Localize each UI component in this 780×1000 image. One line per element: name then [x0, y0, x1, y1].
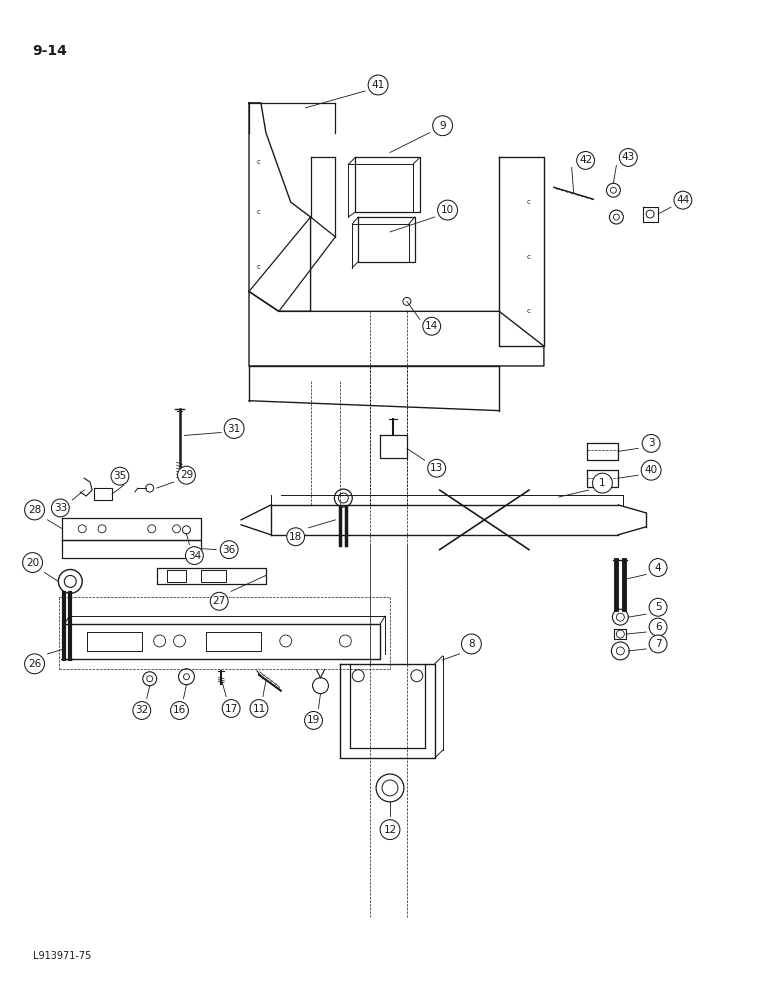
Text: 1: 1	[599, 478, 606, 488]
Text: 9-14: 9-14	[33, 44, 67, 58]
Circle shape	[111, 467, 129, 485]
Circle shape	[133, 702, 151, 719]
Text: 17: 17	[225, 704, 238, 714]
Circle shape	[649, 598, 667, 616]
Text: 29: 29	[180, 470, 193, 480]
Text: 5: 5	[654, 602, 661, 612]
Circle shape	[51, 499, 69, 517]
Text: 19: 19	[307, 715, 320, 725]
Text: 12: 12	[384, 825, 396, 835]
Circle shape	[25, 654, 44, 674]
Circle shape	[649, 635, 667, 653]
Circle shape	[154, 635, 165, 647]
Text: 11: 11	[252, 704, 265, 714]
Circle shape	[224, 419, 244, 438]
Text: 7: 7	[654, 639, 661, 649]
Circle shape	[433, 116, 452, 136]
Text: 4: 4	[654, 563, 661, 573]
Text: 34: 34	[188, 551, 201, 561]
Circle shape	[250, 700, 268, 717]
Circle shape	[211, 592, 229, 610]
Text: 42: 42	[579, 155, 592, 165]
Circle shape	[305, 711, 322, 729]
Circle shape	[619, 149, 637, 166]
Circle shape	[174, 635, 186, 647]
Text: c: c	[257, 209, 261, 215]
Text: 18: 18	[289, 532, 303, 542]
Text: 10: 10	[441, 205, 454, 215]
Text: 20: 20	[26, 558, 39, 568]
Text: c: c	[527, 254, 531, 260]
Text: 14: 14	[425, 321, 438, 331]
Text: 33: 33	[54, 503, 67, 513]
Circle shape	[339, 635, 351, 647]
Circle shape	[280, 635, 292, 647]
Text: 35: 35	[113, 471, 126, 481]
Text: c: c	[527, 308, 531, 314]
Text: 28: 28	[28, 505, 41, 515]
Text: 13: 13	[430, 463, 443, 473]
Text: 31: 31	[228, 424, 241, 434]
Text: 27: 27	[213, 596, 226, 606]
Text: 43: 43	[622, 152, 635, 162]
Text: 40: 40	[644, 465, 658, 475]
Circle shape	[186, 547, 204, 565]
Text: 3: 3	[648, 438, 654, 448]
Text: 44: 44	[676, 195, 690, 205]
Circle shape	[222, 700, 240, 717]
Text: 16: 16	[173, 705, 186, 715]
Text: 8: 8	[468, 639, 475, 649]
Circle shape	[593, 473, 612, 493]
Circle shape	[178, 466, 196, 484]
Text: 36: 36	[222, 545, 236, 555]
Circle shape	[423, 317, 441, 335]
Circle shape	[462, 634, 481, 654]
Circle shape	[25, 500, 44, 520]
Circle shape	[147, 525, 156, 533]
Circle shape	[576, 151, 594, 169]
Circle shape	[674, 191, 692, 209]
Text: 6: 6	[654, 622, 661, 632]
Circle shape	[220, 541, 238, 559]
Circle shape	[23, 553, 42, 572]
Text: L913971-75: L913971-75	[33, 951, 91, 961]
Circle shape	[641, 460, 661, 480]
Circle shape	[649, 559, 667, 576]
Text: 41: 41	[371, 80, 385, 90]
Circle shape	[427, 459, 445, 477]
Text: 32: 32	[135, 705, 148, 715]
Circle shape	[438, 200, 458, 220]
Circle shape	[171, 702, 189, 719]
Circle shape	[172, 525, 180, 533]
Text: c: c	[527, 199, 531, 205]
Circle shape	[380, 820, 400, 840]
Text: c: c	[257, 264, 261, 270]
Text: 9: 9	[439, 121, 446, 131]
Text: c: c	[257, 159, 261, 165]
Circle shape	[368, 75, 388, 95]
Text: 26: 26	[28, 659, 41, 669]
Circle shape	[642, 434, 660, 452]
Circle shape	[287, 528, 305, 546]
Circle shape	[78, 525, 86, 533]
Circle shape	[649, 618, 667, 636]
Circle shape	[98, 525, 106, 533]
